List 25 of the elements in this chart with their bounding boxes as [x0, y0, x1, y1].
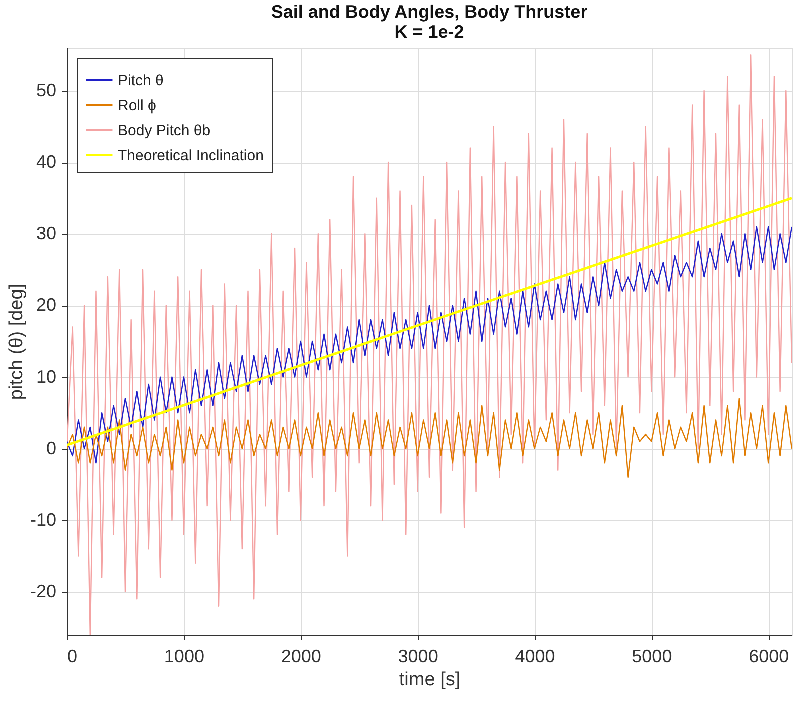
- line-series: [67, 398, 792, 478]
- chart-subtitle: K = 1e-2: [394, 22, 464, 42]
- y-tick-label: 0: [46, 438, 56, 458]
- x-tick-label: 0: [68, 646, 78, 666]
- y-tick-label: 10: [36, 366, 56, 387]
- x-tick-label: 6000: [749, 646, 790, 666]
- legend-label: Body Pitch θb: [118, 122, 211, 140]
- y-tick-label: 40: [36, 152, 56, 172]
- y-tick-label: -10: [30, 510, 56, 530]
- x-tick-label: 3000: [398, 646, 438, 666]
- x-tick-label: 5000: [632, 646, 672, 666]
- y-tick-label: 30: [36, 224, 56, 244]
- line-series: [67, 226, 792, 464]
- x-tick-label: 2000: [281, 646, 322, 666]
- y-tick-label: 50: [36, 80, 56, 100]
- x-axis-title: time [s]: [399, 670, 461, 690]
- legend-label: Roll ϕ: [118, 98, 156, 114]
- legend-label: Theoretical Inclination: [118, 148, 264, 164]
- chart-title: Sail and Body Angles, Body Thruster: [271, 2, 588, 22]
- y-tick-label: 20: [36, 295, 56, 316]
- y-axis-title: pitch (θ) [deg]: [6, 284, 28, 400]
- y-tick-label: -20: [30, 582, 56, 602]
- legend-label: Pitch θ: [118, 72, 164, 90]
- x-tick-label: 4000: [515, 646, 556, 666]
- x-tick-label: 1000: [164, 646, 204, 666]
